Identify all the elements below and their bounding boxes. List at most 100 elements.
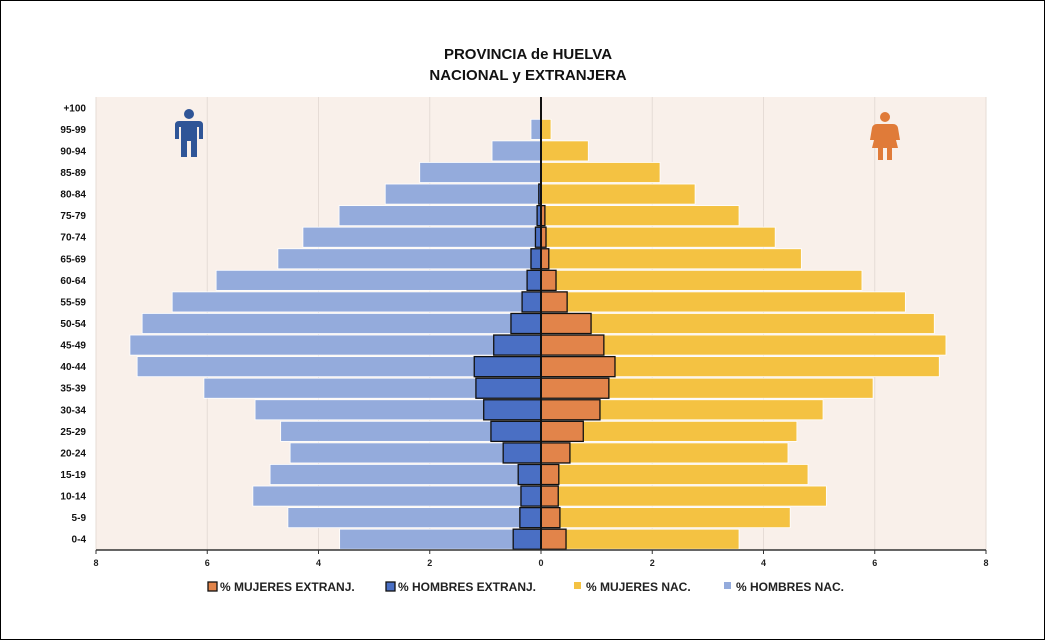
female-foreign-bar: [540, 420, 584, 443]
chart-title-line-1: PROVINCIA de HUELVA: [444, 46, 612, 63]
female-national-bar: [540, 162, 661, 183]
male-national-bar: [339, 528, 542, 550]
x-tick-label: 0: [538, 558, 543, 568]
female-national-bar: [540, 313, 935, 334]
female-national-bar: [540, 528, 740, 550]
male-national-bar: [384, 183, 542, 205]
male-foreign-bar: [517, 463, 542, 486]
female-foreign-bar: [540, 399, 601, 421]
y-category-label: 80-84: [60, 190, 86, 201]
female-national-bar: [540, 118, 552, 140]
female-foreign-bar: [540, 485, 559, 507]
male-foreign-bar: [526, 269, 542, 292]
y-category-label: 30-34: [60, 405, 86, 416]
female-national-bar: [540, 205, 740, 227]
legend-swatch: [574, 582, 581, 589]
male-national-bar: [338, 205, 542, 227]
male-icon-head: [184, 109, 194, 119]
male-foreign-bar: [502, 442, 542, 464]
y-category-label: 55-59: [60, 297, 86, 308]
male-national-bar: [269, 464, 542, 485]
male-foreign-bar: [519, 506, 542, 529]
female-national-bar: [540, 291, 906, 313]
chart-title-line-2: NACIONAL y EXTRANJERA: [429, 67, 626, 84]
y-category-label: 10-14: [60, 492, 86, 503]
female-foreign-bar: [540, 377, 610, 399]
legend-label: % MUJERES NAC.: [586, 580, 691, 594]
female-national-bar: [540, 507, 791, 529]
male-national-bar: [491, 140, 542, 162]
y-category-label: +100: [63, 103, 86, 114]
male-icon-body: [175, 121, 203, 157]
male-national-bar: [419, 162, 542, 183]
male-national-bar: [215, 269, 542, 291]
x-tick-label: 2: [650, 558, 655, 568]
legend-label: % HOMBRES NAC.: [736, 580, 844, 594]
male-foreign-bar: [493, 334, 542, 356]
y-category-label: 5-9: [72, 513, 87, 524]
male-foreign-bar: [530, 248, 542, 270]
male-national-bar: [530, 118, 542, 140]
y-category-label: 60-64: [60, 276, 86, 287]
male-foreign-bar: [512, 528, 542, 550]
legend-label: % MUJERES EXTRANJ.: [220, 580, 355, 594]
x-tick-label: 2: [427, 558, 432, 568]
female-icon-head: [880, 112, 890, 122]
female-foreign-bar: [540, 506, 561, 529]
legend-swatch: [724, 582, 731, 589]
male-national-bar: [141, 313, 542, 334]
female-icon-body: [870, 124, 900, 160]
female-foreign-bar: [540, 528, 567, 550]
female-national-bar: [540, 442, 789, 464]
male-national-bar: [129, 334, 542, 356]
female-national-bar: [540, 226, 776, 248]
x-tick-label: 8: [983, 558, 988, 568]
y-category-label: 90-94: [60, 146, 86, 157]
y-category-label: 15-19: [60, 470, 86, 481]
y-category-label: 45-49: [60, 341, 86, 352]
x-tick-label: 4: [316, 558, 321, 568]
y-category-label: 25-29: [60, 427, 86, 438]
x-tick-label: 4: [761, 558, 766, 568]
male-national-bar: [302, 226, 542, 248]
legend-label: % HOMBRES EXTRANJ.: [398, 580, 536, 594]
y-category-label: 40-44: [60, 362, 86, 373]
male-icon: [175, 109, 203, 157]
female-national-bar: [540, 183, 696, 205]
y-category-label: 0-4: [72, 535, 87, 546]
male-national-bar: [252, 485, 542, 507]
legend-swatch: [385, 581, 396, 592]
legend: % MUJERES EXTRANJ. % HOMBRES EXTRANJ. % MU…: [207, 580, 844, 594]
y-category-label: 35-39: [60, 384, 86, 395]
male-foreign-bar: [483, 399, 542, 421]
male-foreign-bar: [510, 312, 542, 335]
male-foreign-bar: [521, 291, 542, 313]
female-icon: [870, 112, 900, 160]
y-category-label: 95-99: [60, 125, 86, 136]
female-national-bar: [540, 248, 802, 270]
female-foreign-bar: [540, 334, 605, 356]
male-national-bar: [277, 248, 542, 270]
female-national-bar: [540, 269, 863, 291]
y-category-label: 65-69: [60, 254, 86, 265]
female-foreign-bar: [540, 355, 616, 378]
y-category-label: 85-89: [60, 168, 86, 179]
male-national-bar: [171, 291, 542, 313]
male-national-bar: [287, 507, 542, 529]
female-foreign-bar: [540, 312, 592, 335]
female-foreign-bar: [540, 269, 557, 292]
legend-swatch: [207, 581, 218, 592]
male-foreign-bar: [475, 377, 542, 399]
y-category-label: 75-79: [60, 211, 86, 222]
male-foreign-bar: [473, 355, 542, 378]
female-foreign-bar: [540, 248, 550, 270]
x-tick-label: 8: [93, 558, 98, 568]
y-category-label: 70-74: [60, 233, 86, 244]
male-foreign-bar: [490, 420, 542, 443]
female-foreign-bar: [540, 463, 560, 486]
y-category-label: 20-24: [60, 448, 86, 459]
female-national-bar: [540, 485, 827, 507]
y-category-label: 50-54: [60, 319, 86, 330]
